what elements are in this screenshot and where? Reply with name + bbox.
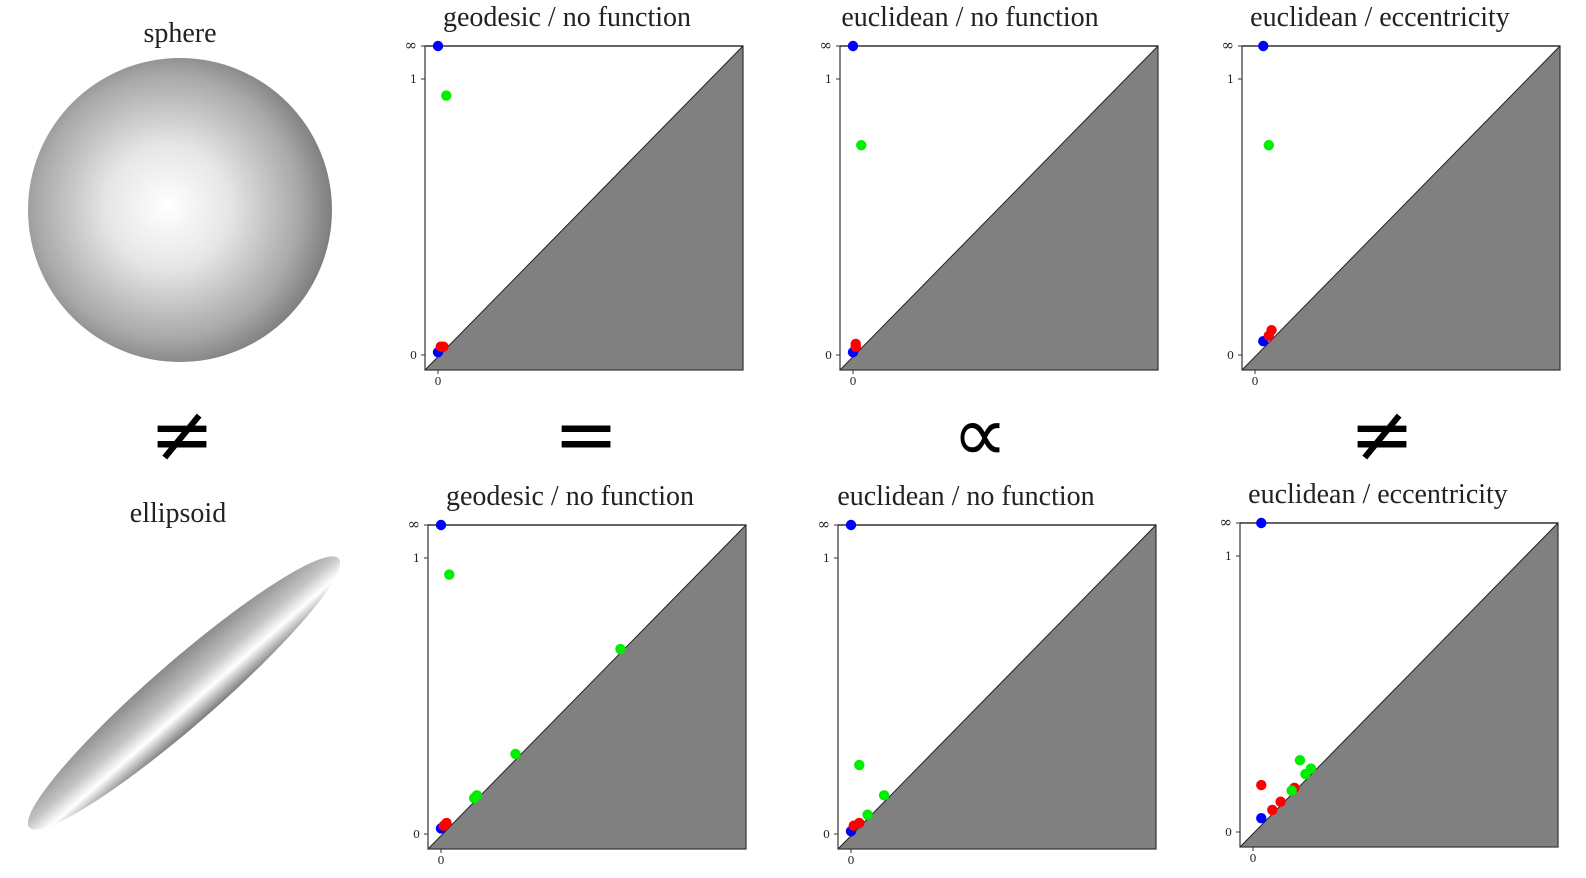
tick-label-0-x: 0: [438, 854, 445, 867]
diagram-point: [854, 817, 865, 829]
tick-label-1: 1: [825, 73, 832, 86]
not-equal-symbol-right: ≠: [1349, 390, 1415, 480]
tick-label-1: 1: [410, 73, 417, 86]
diagram-title: euclidean / no function: [841, 2, 1099, 33]
diagram-point: [510, 748, 521, 760]
diagram-title: euclidean / no function: [837, 481, 1095, 512]
tick-label-1: 1: [1225, 550, 1232, 563]
diagram-ellipsoid-geodesic: geodesic / no function ∞ 1 0 0: [398, 481, 758, 871]
diagram-point: [850, 338, 861, 350]
diagram-point: [441, 817, 452, 829]
tick-label-0-y: 0: [413, 828, 420, 841]
diagram-point: [438, 341, 449, 352]
diagram-point: [862, 809, 873, 820]
diagram-point: [856, 140, 867, 151]
diagram-point: [1294, 755, 1306, 766]
persistence-plot: ∞ 1 0 0: [405, 36, 744, 388]
diagram-point: [471, 790, 483, 801]
diagram-point: [854, 759, 865, 771]
tick-label-0-x: 0: [1252, 375, 1259, 388]
diagram-point: [878, 790, 890, 801]
diagram-title: geodesic / no function: [445, 481, 695, 512]
tick-label-inf: ∞: [405, 36, 418, 54]
tick-label-inf: ∞: [820, 36, 833, 54]
diagram-point: [847, 40, 859, 52]
tick-label-1: 1: [1227, 73, 1234, 86]
diagram-title: euclidean / eccentricity: [1248, 479, 1508, 510]
diagram-sphere-euclidean: euclidean / no function ∞ 1 0 0: [810, 2, 1170, 392]
diagram-ellipsoid-eccentricity: euclidean / eccentricity ∞ 1 0 0: [1210, 479, 1570, 869]
diagram-point: [1258, 40, 1269, 52]
diagram-point: [441, 90, 452, 101]
equal-symbol: =: [553, 390, 619, 480]
diagonal-line: [837, 524, 1157, 850]
tick-label-inf: ∞: [818, 515, 831, 533]
tick-label-inf: ∞: [408, 515, 421, 533]
diagonal-line: [839, 45, 1159, 371]
diagram-sphere-geodesic: geodesic / no function ∞ 1 0 0: [395, 2, 755, 392]
sphere-icon: [28, 58, 332, 362]
persistence-plot: ∞ 1 0 0: [820, 36, 1159, 388]
diagram-title: euclidean / eccentricity: [1250, 2, 1510, 33]
diagonal-line: [1241, 45, 1561, 371]
diagram-point: [1263, 140, 1274, 151]
tick-label-1: 1: [413, 552, 420, 565]
diagonal-line: [424, 45, 744, 371]
tick-label-0-y: 0: [1225, 826, 1232, 839]
ellipsoid-label: ellipsoid: [129, 498, 227, 529]
persistence-plot: ∞ 1 0 0: [1220, 513, 1559, 865]
tick-label-0-y: 0: [1227, 349, 1234, 362]
persistence-plot: ∞ 1 0 0: [818, 515, 1157, 867]
diagram-point: [1266, 324, 1277, 336]
tick-label-0-x: 0: [848, 854, 855, 867]
tick-label-inf: ∞: [1220, 513, 1233, 531]
persistence-plot: ∞ 1 0 0: [1222, 36, 1561, 388]
not-equal-symbol-left: ≠: [149, 390, 215, 480]
tick-label-0-x: 0: [850, 375, 857, 388]
tick-label-0-y: 0: [825, 349, 832, 362]
diagram-point: [1305, 763, 1317, 774]
tick-label-0-x: 0: [1250, 852, 1257, 865]
diagram-point: [845, 519, 857, 531]
diagram-point: [1256, 517, 1267, 529]
tick-label-0-y: 0: [823, 828, 830, 841]
tick-label-0-y: 0: [410, 349, 417, 362]
diagram-point: [1256, 779, 1267, 791]
diagram-point: [435, 519, 447, 531]
tick-label-inf: ∞: [1222, 36, 1235, 54]
diagram-sphere-eccentricity: euclidean / eccentricity ∞ 1 0 0: [1212, 2, 1572, 392]
diagram-point: [1256, 813, 1267, 824]
diagram-point: [432, 40, 444, 52]
diagram-point: [615, 643, 626, 655]
diagram-point: [1267, 804, 1278, 816]
ellipsoid-icon: [27, 556, 341, 830]
persistence-plot: ∞ 1 0 0: [408, 515, 747, 867]
diagram-title: geodesic / no function: [442, 2, 692, 33]
tick-label-1: 1: [823, 552, 830, 565]
diagram-point: [1275, 796, 1286, 807]
diagram-point: [1286, 785, 1297, 796]
proportional-symbol: ∝: [952, 390, 1008, 480]
diagram-ellipsoid-euclidean: euclidean / no function ∞ 1 0 0: [808, 481, 1168, 871]
diagram-point: [444, 569, 455, 580]
sphere-label: sphere: [143, 18, 217, 49]
tick-label-0-x: 0: [435, 375, 442, 388]
